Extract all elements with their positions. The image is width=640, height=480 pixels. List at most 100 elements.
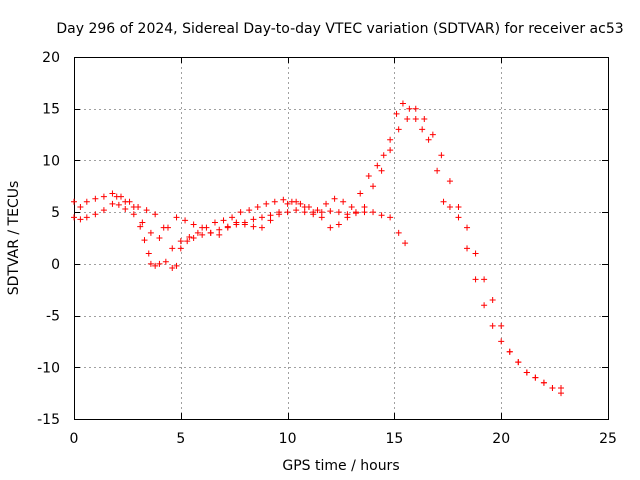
data-point xyxy=(523,369,530,376)
data-point xyxy=(481,302,488,309)
data-point xyxy=(152,262,159,269)
data-point xyxy=(393,110,400,117)
data-point xyxy=(412,116,419,123)
data-point xyxy=(229,214,236,221)
data-point xyxy=(162,258,169,265)
chart-title: Day 296 of 2024, Sidereal Day-to-day VTE… xyxy=(56,21,623,37)
data-point xyxy=(404,116,411,123)
data-point xyxy=(361,209,368,216)
data-point xyxy=(421,116,428,123)
data-point xyxy=(293,207,300,214)
data-point xyxy=(361,203,368,210)
series-track-b xyxy=(71,100,565,397)
data-point xyxy=(77,216,84,223)
data-point xyxy=(464,245,471,252)
x-tick-label: 10 xyxy=(279,431,297,447)
data-point xyxy=(92,211,99,218)
data-point xyxy=(472,250,479,257)
data-point xyxy=(489,297,496,304)
data-points xyxy=(71,100,565,397)
data-point xyxy=(419,126,426,133)
data-point xyxy=(327,224,334,231)
data-point xyxy=(327,208,334,215)
y-tick-labels: 20 15 10 5 0 -5 -10 -15 xyxy=(37,50,60,428)
y-tick-label: 10 xyxy=(42,153,60,169)
data-point xyxy=(100,207,107,214)
data-point xyxy=(323,200,330,207)
y-tick-label: 15 xyxy=(42,102,60,118)
data-point xyxy=(498,338,505,345)
data-point xyxy=(276,209,283,216)
data-point xyxy=(365,172,372,179)
data-point xyxy=(233,219,240,226)
data-point xyxy=(310,209,317,216)
data-point xyxy=(440,198,447,205)
data-point xyxy=(314,207,321,214)
data-point xyxy=(241,221,248,228)
data-point xyxy=(250,223,257,230)
data-point xyxy=(199,231,206,238)
data-point xyxy=(352,209,359,216)
data-point xyxy=(147,229,154,236)
data-point xyxy=(186,233,193,240)
data-point xyxy=(145,250,152,257)
data-point xyxy=(258,224,265,231)
data-point xyxy=(254,203,261,210)
data-point xyxy=(246,207,253,214)
data-point xyxy=(549,384,556,391)
data-point xyxy=(558,384,565,391)
data-point xyxy=(357,190,364,197)
gridlines xyxy=(74,57,608,419)
data-point xyxy=(173,262,180,269)
data-point xyxy=(412,105,419,112)
data-point xyxy=(199,224,206,231)
x-tick-label: 25 xyxy=(599,431,617,447)
data-point xyxy=(77,203,84,210)
x-tick-label: 5 xyxy=(176,431,185,447)
data-point xyxy=(558,390,565,397)
data-point xyxy=(301,209,308,216)
data-point xyxy=(280,196,287,203)
data-point xyxy=(378,212,385,219)
data-point xyxy=(169,264,176,271)
data-point xyxy=(438,152,445,159)
x-axis-label: GPS time / hours xyxy=(282,458,399,474)
data-point xyxy=(224,224,231,231)
data-point xyxy=(284,200,291,207)
data-point xyxy=(472,276,479,283)
data-point xyxy=(109,200,116,207)
y-tick-label: 0 xyxy=(51,257,60,273)
data-point xyxy=(137,223,144,230)
data-point xyxy=(267,217,274,224)
data-point xyxy=(267,212,274,219)
data-point xyxy=(434,167,441,174)
data-point xyxy=(293,198,300,205)
data-point xyxy=(370,209,377,216)
tick-marks xyxy=(74,57,609,420)
data-point xyxy=(109,190,116,197)
x-tick-label: 20 xyxy=(492,431,510,447)
data-point xyxy=(301,203,308,210)
data-point xyxy=(130,203,137,210)
data-point xyxy=(143,207,150,214)
data-point xyxy=(177,245,184,252)
data-point xyxy=(71,198,77,205)
data-point xyxy=(515,359,522,366)
data-point xyxy=(216,226,223,233)
data-point xyxy=(446,178,453,185)
data-point xyxy=(169,245,176,252)
y-tick-label: 20 xyxy=(42,50,60,66)
data-point xyxy=(139,219,146,226)
y-tick-label: -10 xyxy=(37,360,60,376)
data-point xyxy=(147,260,154,267)
data-point xyxy=(532,374,539,381)
data-point xyxy=(216,231,223,238)
data-point xyxy=(387,214,394,221)
data-point xyxy=(220,217,227,224)
data-point xyxy=(237,209,244,216)
data-point xyxy=(335,209,342,216)
data-point xyxy=(258,214,265,221)
data-point xyxy=(489,322,496,329)
data-point xyxy=(271,198,278,205)
